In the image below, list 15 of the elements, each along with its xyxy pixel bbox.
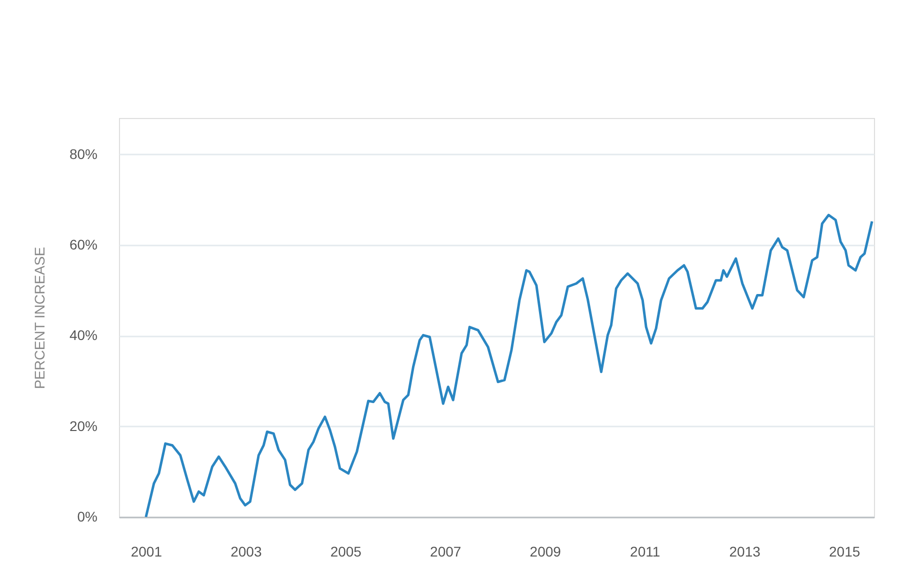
x-tick-label: 2007	[430, 544, 462, 560]
y-tick-label: 0%	[77, 508, 98, 524]
y-tick-label: 80%	[69, 146, 98, 162]
x-tick-label: 2015	[829, 544, 860, 560]
x-tick-label: 2009	[530, 544, 562, 560]
x-tick-label: 2011	[630, 544, 660, 560]
x-tick-label: 2005	[330, 544, 362, 560]
x-tick-label: 2003	[230, 544, 262, 560]
x-tick-label: 2001	[130, 544, 162, 560]
x-tick-label: 2013	[729, 544, 761, 560]
y-tick-label: 60%	[69, 236, 98, 252]
y-tick-label: 20%	[69, 418, 98, 434]
line-series	[144, 214, 874, 517]
y-tick-label: 40%	[69, 327, 98, 344]
y-axis-title: PERCENT INCREASE	[31, 246, 48, 390]
